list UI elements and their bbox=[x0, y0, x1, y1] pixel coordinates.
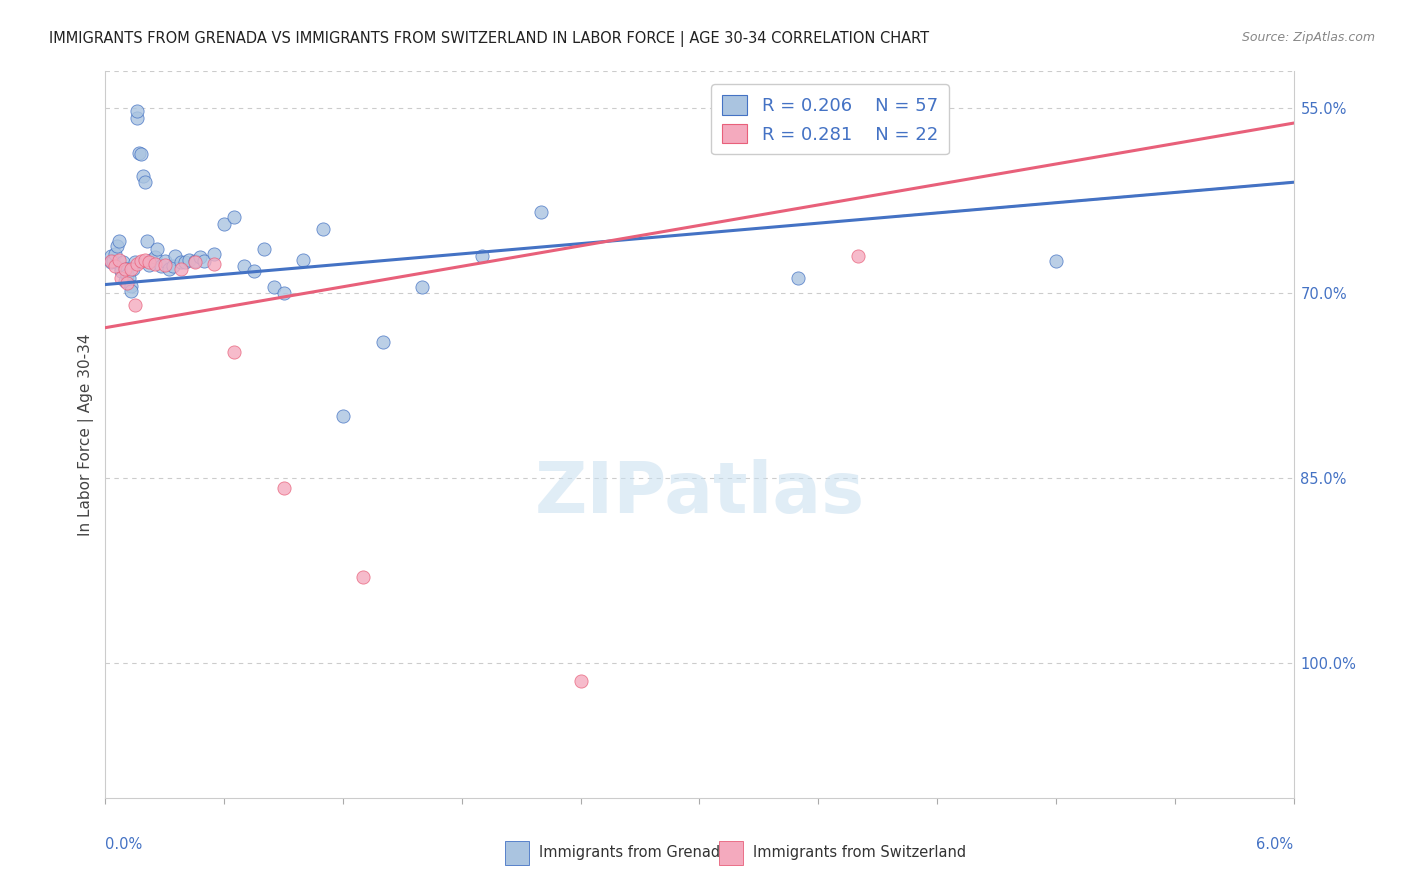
Point bbox=[110, 261, 132, 276]
Point bbox=[273, 286, 295, 301]
Point bbox=[138, 258, 160, 272]
Text: ■: ■ bbox=[508, 843, 527, 863]
Point bbox=[530, 204, 553, 219]
Text: ■: ■ bbox=[721, 843, 741, 863]
Point bbox=[202, 246, 225, 260]
Point bbox=[129, 254, 152, 268]
Y-axis label: In Labor Force | Age 30-34: In Labor Force | Age 30-34 bbox=[79, 334, 94, 536]
Point bbox=[127, 256, 149, 270]
Point bbox=[114, 274, 136, 288]
Point bbox=[127, 103, 149, 118]
Text: ZIPatlas: ZIPatlas bbox=[534, 458, 865, 527]
Point bbox=[233, 259, 256, 273]
Point bbox=[143, 256, 166, 270]
Point bbox=[214, 217, 236, 231]
Point bbox=[115, 277, 138, 291]
Point bbox=[143, 251, 166, 265]
Point bbox=[120, 278, 142, 293]
Point bbox=[118, 271, 141, 285]
Point bbox=[132, 169, 155, 183]
Point bbox=[224, 345, 246, 359]
Point bbox=[115, 261, 138, 276]
Point bbox=[129, 147, 152, 161]
Point bbox=[253, 242, 276, 256]
Point bbox=[153, 258, 176, 272]
Point bbox=[193, 254, 215, 268]
Point bbox=[134, 175, 156, 189]
Point bbox=[787, 271, 810, 285]
Text: Immigrants from Switzerland: Immigrants from Switzerland bbox=[754, 846, 966, 861]
Point bbox=[312, 222, 335, 236]
Point bbox=[108, 252, 131, 267]
Point bbox=[163, 249, 186, 263]
Point bbox=[352, 569, 374, 583]
Point bbox=[127, 111, 149, 125]
Point bbox=[110, 264, 132, 278]
Point bbox=[124, 255, 146, 269]
Point bbox=[115, 268, 138, 282]
Text: IMMIGRANTS FROM GRENADA VS IMMIGRANTS FROM SWITZERLAND IN LABOR FORCE | AGE 30-3: IMMIGRANTS FROM GRENADA VS IMMIGRANTS FR… bbox=[49, 31, 929, 47]
Point bbox=[263, 280, 285, 294]
Point bbox=[128, 145, 150, 160]
Point bbox=[105, 239, 128, 253]
Point bbox=[846, 249, 869, 263]
Point bbox=[104, 259, 127, 273]
Point bbox=[104, 246, 127, 260]
Point bbox=[292, 252, 315, 267]
Point bbox=[136, 235, 159, 249]
Text: 0.0%: 0.0% bbox=[105, 837, 142, 852]
Point bbox=[202, 256, 225, 270]
Point bbox=[162, 259, 184, 273]
Point bbox=[411, 280, 433, 294]
Point bbox=[170, 255, 193, 269]
Point bbox=[122, 261, 145, 276]
Point bbox=[139, 252, 162, 267]
Point bbox=[190, 251, 212, 265]
Text: 6.0%: 6.0% bbox=[1257, 837, 1294, 852]
Point bbox=[108, 235, 131, 249]
Point bbox=[138, 255, 160, 269]
Point bbox=[134, 252, 156, 267]
Point bbox=[114, 261, 136, 276]
Point bbox=[114, 261, 136, 276]
Point bbox=[332, 409, 354, 424]
Point bbox=[100, 254, 122, 268]
Point bbox=[103, 254, 125, 268]
Point bbox=[183, 255, 205, 269]
Point bbox=[112, 255, 135, 269]
Point bbox=[149, 259, 172, 273]
Point bbox=[170, 261, 193, 276]
Point bbox=[569, 674, 592, 689]
Point bbox=[183, 254, 205, 268]
Point bbox=[1045, 254, 1067, 268]
Text: Immigrants from Grenada: Immigrants from Grenada bbox=[538, 846, 730, 861]
Point bbox=[243, 264, 266, 278]
Point bbox=[100, 249, 122, 263]
Point bbox=[120, 284, 142, 298]
Point bbox=[120, 261, 142, 276]
Point bbox=[371, 335, 394, 350]
Legend: R = 0.206    N = 57, R = 0.281    N = 22: R = 0.206 N = 57, R = 0.281 N = 22 bbox=[711, 84, 949, 154]
Point bbox=[177, 252, 200, 267]
Point bbox=[153, 254, 176, 268]
Point bbox=[110, 271, 132, 285]
Point bbox=[173, 255, 195, 269]
Text: Source: ZipAtlas.com: Source: ZipAtlas.com bbox=[1241, 31, 1375, 45]
Point bbox=[157, 261, 180, 276]
Point bbox=[224, 210, 246, 224]
Point bbox=[146, 242, 169, 256]
Point bbox=[100, 255, 122, 269]
Point bbox=[471, 249, 494, 263]
Point bbox=[124, 298, 146, 312]
Point bbox=[273, 481, 295, 495]
